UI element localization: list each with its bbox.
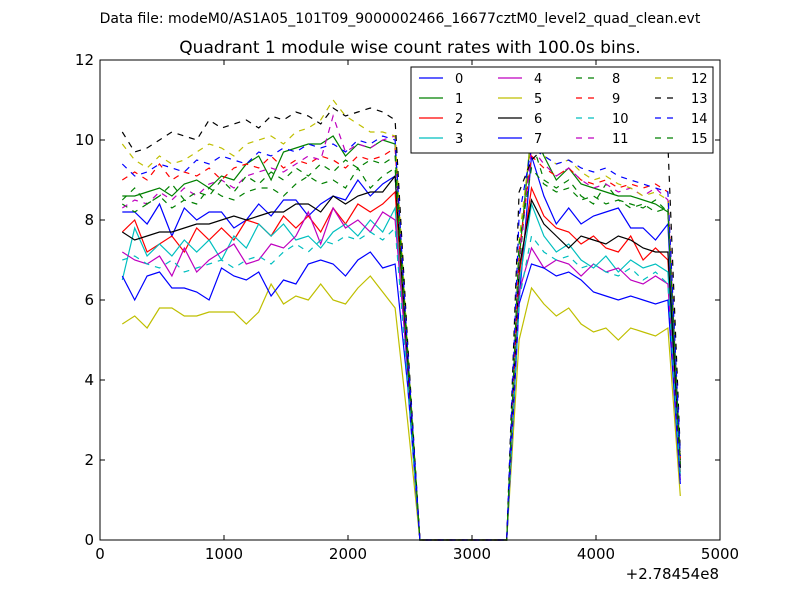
x-tick-label: 4000 [577, 545, 615, 563]
x-offset-label: +2.78454e8 [626, 565, 719, 583]
series-line-9 [121, 146, 681, 541]
series-line-14 [121, 135, 681, 541]
x-tick-label: 1000 [205, 545, 243, 563]
legend-label-4: 4 [534, 72, 542, 87]
series-line-0 [122, 155, 681, 541]
x-tick-label: 3000 [453, 545, 491, 563]
legend-label-3: 3 [455, 132, 463, 147]
legend-label-1: 1 [455, 92, 463, 107]
series-line-15 [121, 154, 681, 541]
series-line-5 [121, 275, 681, 541]
y-tick-label: 8 [84, 211, 94, 229]
chart-suptitle: Data file: modeM0/AS1A05_101T09_90000024… [100, 11, 701, 27]
legend-label-10: 10 [612, 112, 629, 127]
legend-box [410, 66, 714, 154]
legend-label-11: 11 [612, 132, 629, 147]
x-tick-label: 2000 [329, 545, 367, 563]
legend-label-0: 0 [455, 72, 463, 87]
y-tick-label: 0 [84, 531, 94, 549]
legend-label-5: 5 [534, 92, 542, 107]
x-tick-label: 5000 [701, 545, 739, 563]
chart-title: Quadrant 1 module wise count rates with … [179, 38, 640, 58]
legend-label-2: 2 [455, 112, 463, 127]
series-line-1 [122, 125, 681, 541]
series-line-10 [122, 226, 681, 541]
y-tick-label: 10 [75, 131, 94, 149]
legend-label-15: 15 [691, 132, 708, 147]
legend-label-9: 9 [612, 92, 620, 107]
legend-label-6: 6 [534, 112, 542, 127]
legend-label-12: 12 [691, 72, 708, 87]
series-line-4 [121, 206, 681, 541]
series-line-7 [121, 251, 681, 541]
plot-lines [121, 98, 681, 541]
legend-label-13: 13 [691, 92, 708, 107]
legend-label-8: 8 [612, 72, 620, 87]
series-line-2 [121, 185, 681, 541]
series-line-12 [121, 98, 681, 541]
series-line-8 [121, 139, 681, 541]
legend-label-14: 14 [691, 112, 708, 127]
legend-label-7: 7 [534, 132, 542, 147]
y-tick-label: 4 [84, 371, 94, 389]
series-line-13 [121, 107, 681, 541]
y-tick-label: 6 [84, 291, 94, 309]
y-tick-label: 2 [84, 451, 94, 469]
x-tick-label: 0 [95, 545, 105, 563]
y-tick-label: 12 [75, 51, 94, 69]
